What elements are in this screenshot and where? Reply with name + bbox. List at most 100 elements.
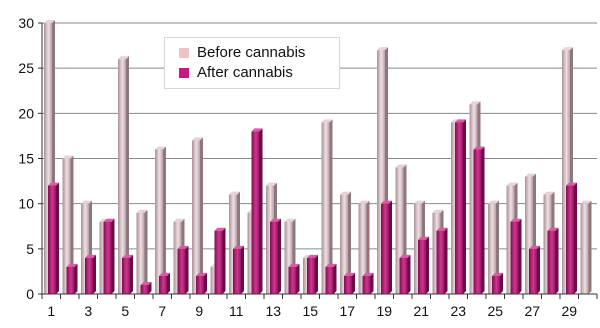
bar-after-5 <box>122 257 130 294</box>
x-tick-label-19: 19 <box>376 303 392 319</box>
bar-after-17 <box>344 275 352 294</box>
x-tick-label-25: 25 <box>487 303 503 319</box>
bar-after-24 <box>473 149 482 294</box>
bar-before-6 <box>136 212 145 294</box>
bar-after-2 <box>66 266 75 294</box>
y-tick-label-30: 30 <box>18 15 34 31</box>
bar-after-19 <box>381 203 389 294</box>
bar-after-23-top <box>455 119 466 123</box>
y-tick-label-25: 25 <box>18 60 34 76</box>
bar-after-26-top <box>510 218 522 222</box>
bar-before-5 <box>118 59 126 295</box>
bar-after-13-top <box>270 218 281 222</box>
bar-after-23 <box>455 122 463 294</box>
bar-after-9-side <box>204 272 207 294</box>
bar-after-10 <box>214 230 223 294</box>
bar-after-19-top <box>381 200 392 204</box>
bar-after-20-top <box>399 254 411 258</box>
bar-after-29 <box>566 185 574 294</box>
bar-after-3-side <box>93 254 96 294</box>
bar-after-27-side <box>537 245 540 294</box>
bar-after-2-side <box>74 263 78 294</box>
bars <box>44 20 592 295</box>
bar-after-16-side <box>333 263 337 294</box>
legend-item-after: After cannabis <box>179 64 293 81</box>
bar-after-23-side <box>463 119 466 294</box>
bar-after-27 <box>529 248 537 294</box>
bar-after-10-side <box>222 227 226 294</box>
bar-after-18-top <box>362 272 374 276</box>
x-tick-label-17: 17 <box>339 303 355 319</box>
bar-after-12 <box>251 131 260 294</box>
bar-before-19 <box>377 50 385 294</box>
bar-after-17-side <box>352 272 355 294</box>
bar-before-3 <box>81 203 89 294</box>
bar-after-29-side <box>574 182 577 294</box>
bar-after-25-top <box>492 272 503 276</box>
legend-swatch-after <box>179 67 189 78</box>
y-tick-label-20: 20 <box>18 105 34 121</box>
x-tick-label-5: 5 <box>121 303 129 319</box>
bar-before-1-top <box>44 20 55 23</box>
x-tick-label-23: 23 <box>450 303 466 319</box>
bar-after-19-side <box>389 200 392 294</box>
x-tick-label-27: 27 <box>524 303 540 319</box>
bar-before-14 <box>284 221 293 294</box>
bar-before-20-top <box>395 164 407 168</box>
bar-after-26-side <box>518 218 522 294</box>
bar-before-7-side <box>163 146 166 294</box>
bar-after-4-top <box>103 218 115 222</box>
bar-after-8-top <box>177 245 189 249</box>
y-tick-label-0: 0 <box>26 286 34 302</box>
bar-before-11 <box>229 194 237 294</box>
bar-after-7 <box>159 275 167 294</box>
bar-after-25-side <box>500 272 503 294</box>
bar-after-3 <box>85 257 93 294</box>
bar-before-26-top <box>506 182 518 186</box>
bar-after-20 <box>399 257 408 294</box>
bar-after-4-side <box>111 218 115 294</box>
bar-after-28 <box>547 230 556 294</box>
bar-after-13 <box>270 221 278 294</box>
bar-before-8-top <box>173 218 185 222</box>
bar-before-17-top <box>340 191 351 195</box>
bar-after-11-side <box>241 245 244 294</box>
bar-before-17-side <box>348 191 351 294</box>
x-tick-label-13: 13 <box>265 303 281 319</box>
bar-before-30-top <box>580 200 592 204</box>
bar-after-10-top <box>214 227 226 231</box>
bar-before-27-top <box>525 173 536 177</box>
bar-after-16 <box>325 266 334 294</box>
bar-after-24-side <box>481 146 485 294</box>
bar-before-30 <box>580 203 589 294</box>
bar-before-6-top <box>136 209 148 213</box>
bar-after-6 <box>140 284 149 294</box>
bar-after-5-side <box>130 254 133 294</box>
bar-after-22-side <box>444 227 448 294</box>
x-tick-label-15: 15 <box>302 303 318 319</box>
bar-after-27-top <box>529 245 540 249</box>
bar-after-18-side <box>370 272 374 294</box>
bar-after-7-top <box>159 272 170 276</box>
bar-after-22 <box>436 230 445 294</box>
x-tick-label-21: 21 <box>413 303 429 319</box>
bar-before-29 <box>562 50 570 294</box>
bar-before-27 <box>525 176 533 294</box>
bar-after-1 <box>48 185 56 294</box>
bar-after-12-top <box>251 128 263 132</box>
bar-before-5-top <box>118 56 129 60</box>
x-tick-label-1: 1 <box>47 303 55 319</box>
bar-after-9-top <box>196 272 207 276</box>
bar-after-16-top <box>325 263 337 267</box>
y-tick-label-10: 10 <box>18 196 34 212</box>
bar-after-14-top <box>288 263 300 267</box>
bar-after-17-top <box>344 272 355 276</box>
bar-before-2-side <box>70 155 74 294</box>
bar-before-24-top <box>469 101 481 105</box>
bar-after-29-top <box>566 182 577 186</box>
bar-after-15-top <box>307 254 318 258</box>
bar-before-18 <box>358 203 367 294</box>
bar-after-28-side <box>555 227 559 294</box>
